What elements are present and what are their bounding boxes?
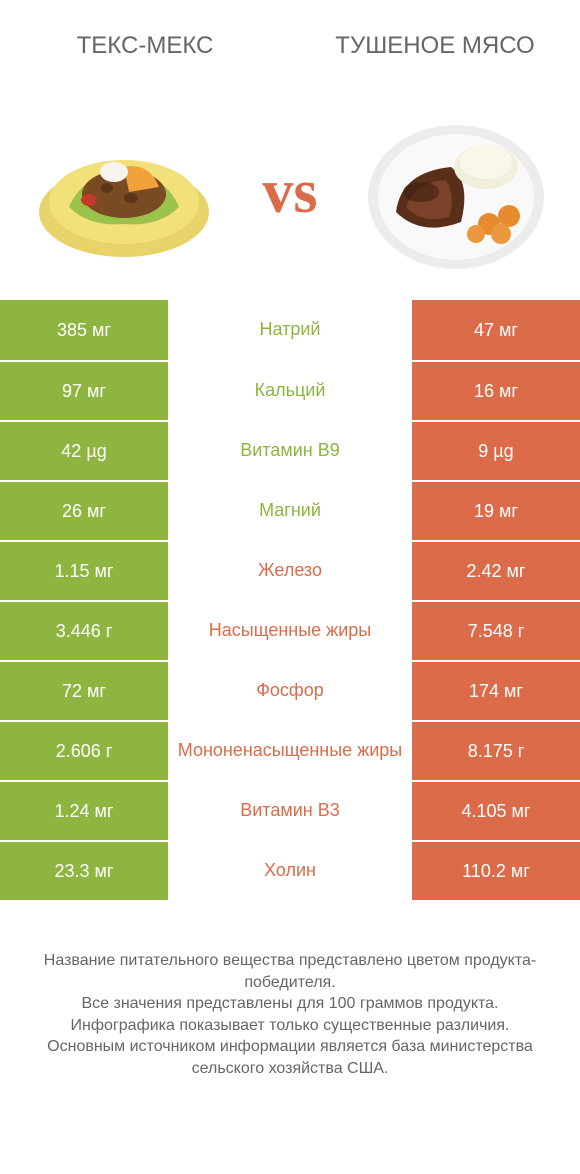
header-row: ТЕКС-МЕКС ТУШЕНОЕ МЯСО bbox=[0, 0, 580, 92]
left-value-cell: 97 мг bbox=[0, 362, 168, 420]
table-row: 1.24 мгВитамин B34.105 мг bbox=[0, 780, 580, 840]
left-value-cell: 26 мг bbox=[0, 482, 168, 540]
table-row: 23.3 мгХолин110.2 мг bbox=[0, 840, 580, 900]
nutrient-label: Железо bbox=[168, 542, 412, 600]
table-row: 2.606 гМононенасыщенные жиры8.175 г bbox=[0, 720, 580, 780]
nutrient-label: Кальций bbox=[168, 362, 412, 420]
left-food-title: ТЕКС-МЕКС bbox=[0, 32, 290, 60]
nutrient-label: Витамин B9 bbox=[168, 422, 412, 480]
right-value-cell: 19 мг bbox=[412, 482, 580, 540]
table-row: 97 мгКальций16 мг bbox=[0, 360, 580, 420]
right-value-cell: 7.548 г bbox=[412, 602, 580, 660]
images-row: vs bbox=[0, 92, 580, 292]
comparison-table: 385 мгНатрий47 мг97 мгКальций16 мг42 µgВ… bbox=[0, 292, 580, 900]
footer-line: Все значения представлены для 100 граммо… bbox=[26, 993, 554, 1015]
table-row: 72 мгФосфор174 мг bbox=[0, 660, 580, 720]
right-value-cell: 110.2 мг bbox=[412, 842, 580, 900]
right-value-cell: 2.42 мг bbox=[412, 542, 580, 600]
right-value-cell: 16 мг bbox=[412, 362, 580, 420]
nutrient-label: Магний bbox=[168, 482, 412, 540]
nutrient-label: Мононенасыщенные жиры bbox=[168, 722, 412, 780]
table-row: 26 мгМагний19 мг bbox=[0, 480, 580, 540]
footer-line: Название питательного вещества представл… bbox=[26, 950, 554, 993]
right-value-cell: 9 µg bbox=[412, 422, 580, 480]
left-value-cell: 23.3 мг bbox=[0, 842, 168, 900]
right-food-title: ТУШЕНОЕ МЯСО bbox=[290, 32, 580, 60]
right-value-cell: 47 мг bbox=[412, 300, 580, 360]
footer-notes: Название питательного вещества представл… bbox=[0, 900, 580, 1080]
right-value-cell: 8.175 г bbox=[412, 722, 580, 780]
left-food-image bbox=[18, 112, 230, 272]
left-value-cell: 72 мг bbox=[0, 662, 168, 720]
table-row: 1.15 мгЖелезо2.42 мг bbox=[0, 540, 580, 600]
footer-line: Инфографика показывает только существенн… bbox=[26, 1015, 554, 1037]
right-food-image bbox=[350, 112, 562, 272]
right-value-cell: 174 мг bbox=[412, 662, 580, 720]
left-value-cell: 1.24 мг bbox=[0, 782, 168, 840]
table-row: 42 µgВитамин B99 µg bbox=[0, 420, 580, 480]
left-value-cell: 3.446 г bbox=[0, 602, 168, 660]
nutrient-label: Натрий bbox=[168, 300, 412, 360]
nutrient-label: Витамин B3 bbox=[168, 782, 412, 840]
left-value-cell: 1.15 мг bbox=[0, 542, 168, 600]
table-row: 385 мгНатрий47 мг bbox=[0, 300, 580, 360]
nutrient-label: Фосфор bbox=[168, 662, 412, 720]
table-row: 3.446 гНасыщенные жиры7.548 г bbox=[0, 600, 580, 660]
vs-label: vs bbox=[230, 157, 350, 228]
nutrient-label: Холин bbox=[168, 842, 412, 900]
left-value-cell: 42 µg bbox=[0, 422, 168, 480]
right-value-cell: 4.105 мг bbox=[412, 782, 580, 840]
left-value-cell: 2.606 г bbox=[0, 722, 168, 780]
nutrient-label: Насыщенные жиры bbox=[168, 602, 412, 660]
left-value-cell: 385 мг bbox=[0, 300, 168, 360]
footer-line: Основным источником информации является … bbox=[26, 1036, 554, 1079]
